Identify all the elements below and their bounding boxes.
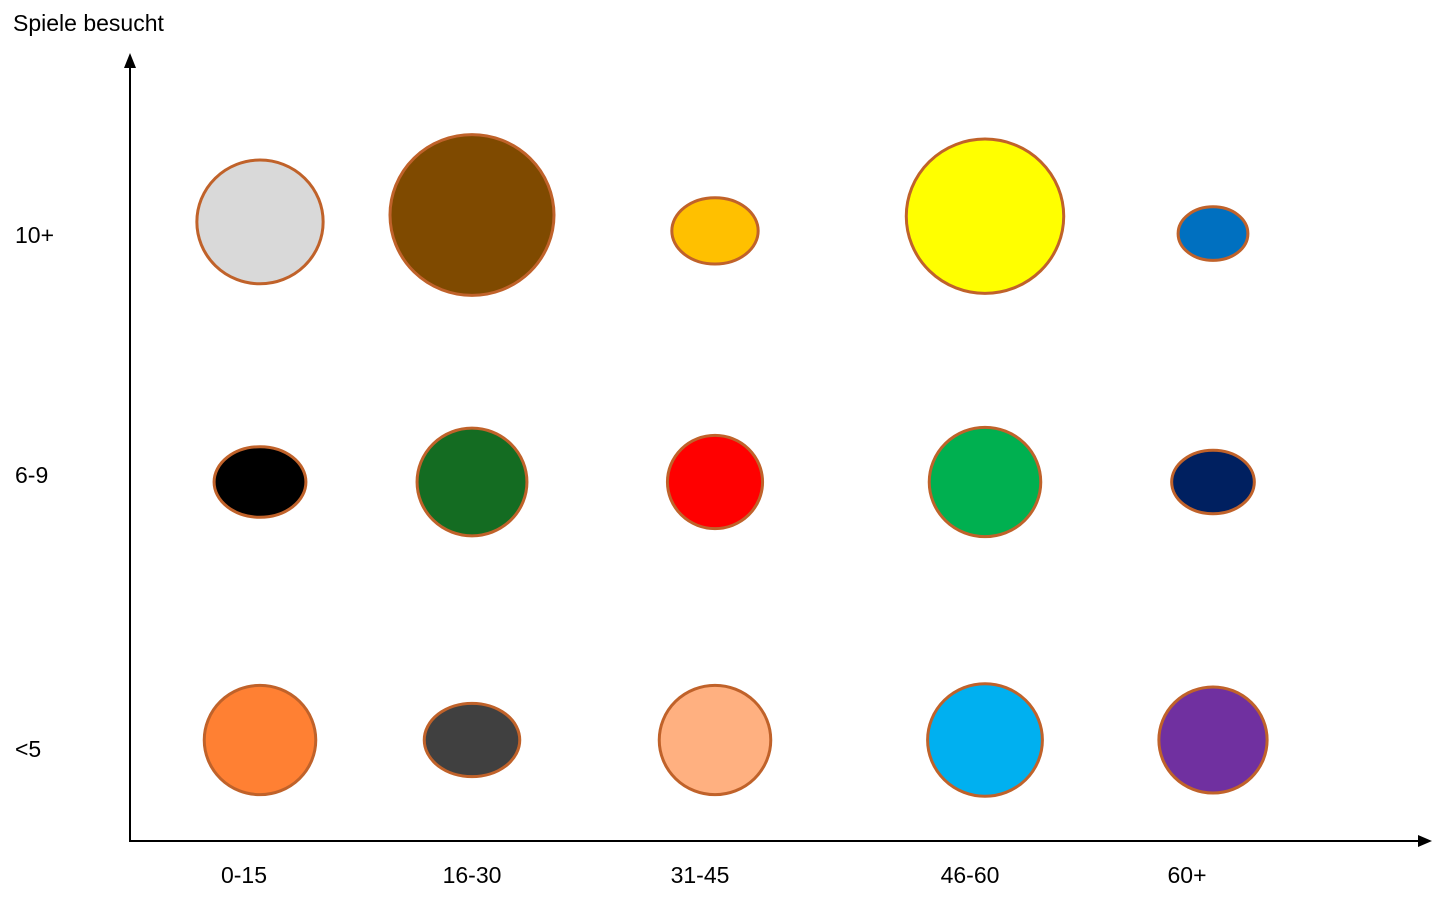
x-tick-label-31-45: 31-45: [671, 862, 730, 888]
y-tick-label-6-9: 6-9: [15, 462, 48, 488]
bubble-0-15-10plus: [195, 158, 325, 286]
bubble-46-60-lt5: [926, 682, 1044, 798]
bubble-0-15-6-9: [212, 445, 308, 519]
bubble-31-45-10plus: [670, 196, 760, 266]
bubble-46-60-6-9: [927, 425, 1043, 539]
x-tick-label-60plus: 60+: [1167, 862, 1206, 888]
x-tick-label-16-30: 16-30: [443, 862, 502, 888]
bubble-31-45-lt5: [657, 683, 773, 797]
x-tick-label-0-15: 0-15: [221, 862, 267, 888]
y-tick-labels: <5 6-9 10+: [15, 222, 54, 762]
y-axis-title: Spiele besucht: [13, 10, 164, 36]
chart-axes: [124, 53, 1432, 847]
bubble-31-45-6-9: [665, 433, 765, 531]
y-tick-label-10plus: 10+: [15, 222, 54, 248]
x-tick-label-46-60: 46-60: [941, 862, 1000, 888]
bubble-16-30-6-9: [415, 426, 529, 538]
bubble-0-15-lt5: [202, 683, 318, 797]
x-tick-labels: 0-15 16-30 31-45 46-60 60+: [221, 862, 1207, 888]
bubble-46-60-10plus: [904, 137, 1066, 295]
bubble-16-30-10plus: [388, 133, 556, 297]
bubble-60plus-10plus: [1176, 205, 1250, 262]
bubble-60plus-lt5: [1157, 685, 1269, 795]
x-axis-arrowhead: [1418, 835, 1432, 847]
bubble-16-30-lt5: [422, 701, 522, 779]
y-tick-label-lt5: <5: [15, 736, 41, 762]
bubble-60plus-6-9: [1170, 448, 1256, 516]
y-axis-arrowhead: [124, 53, 136, 68]
bubbles: [195, 133, 1269, 798]
